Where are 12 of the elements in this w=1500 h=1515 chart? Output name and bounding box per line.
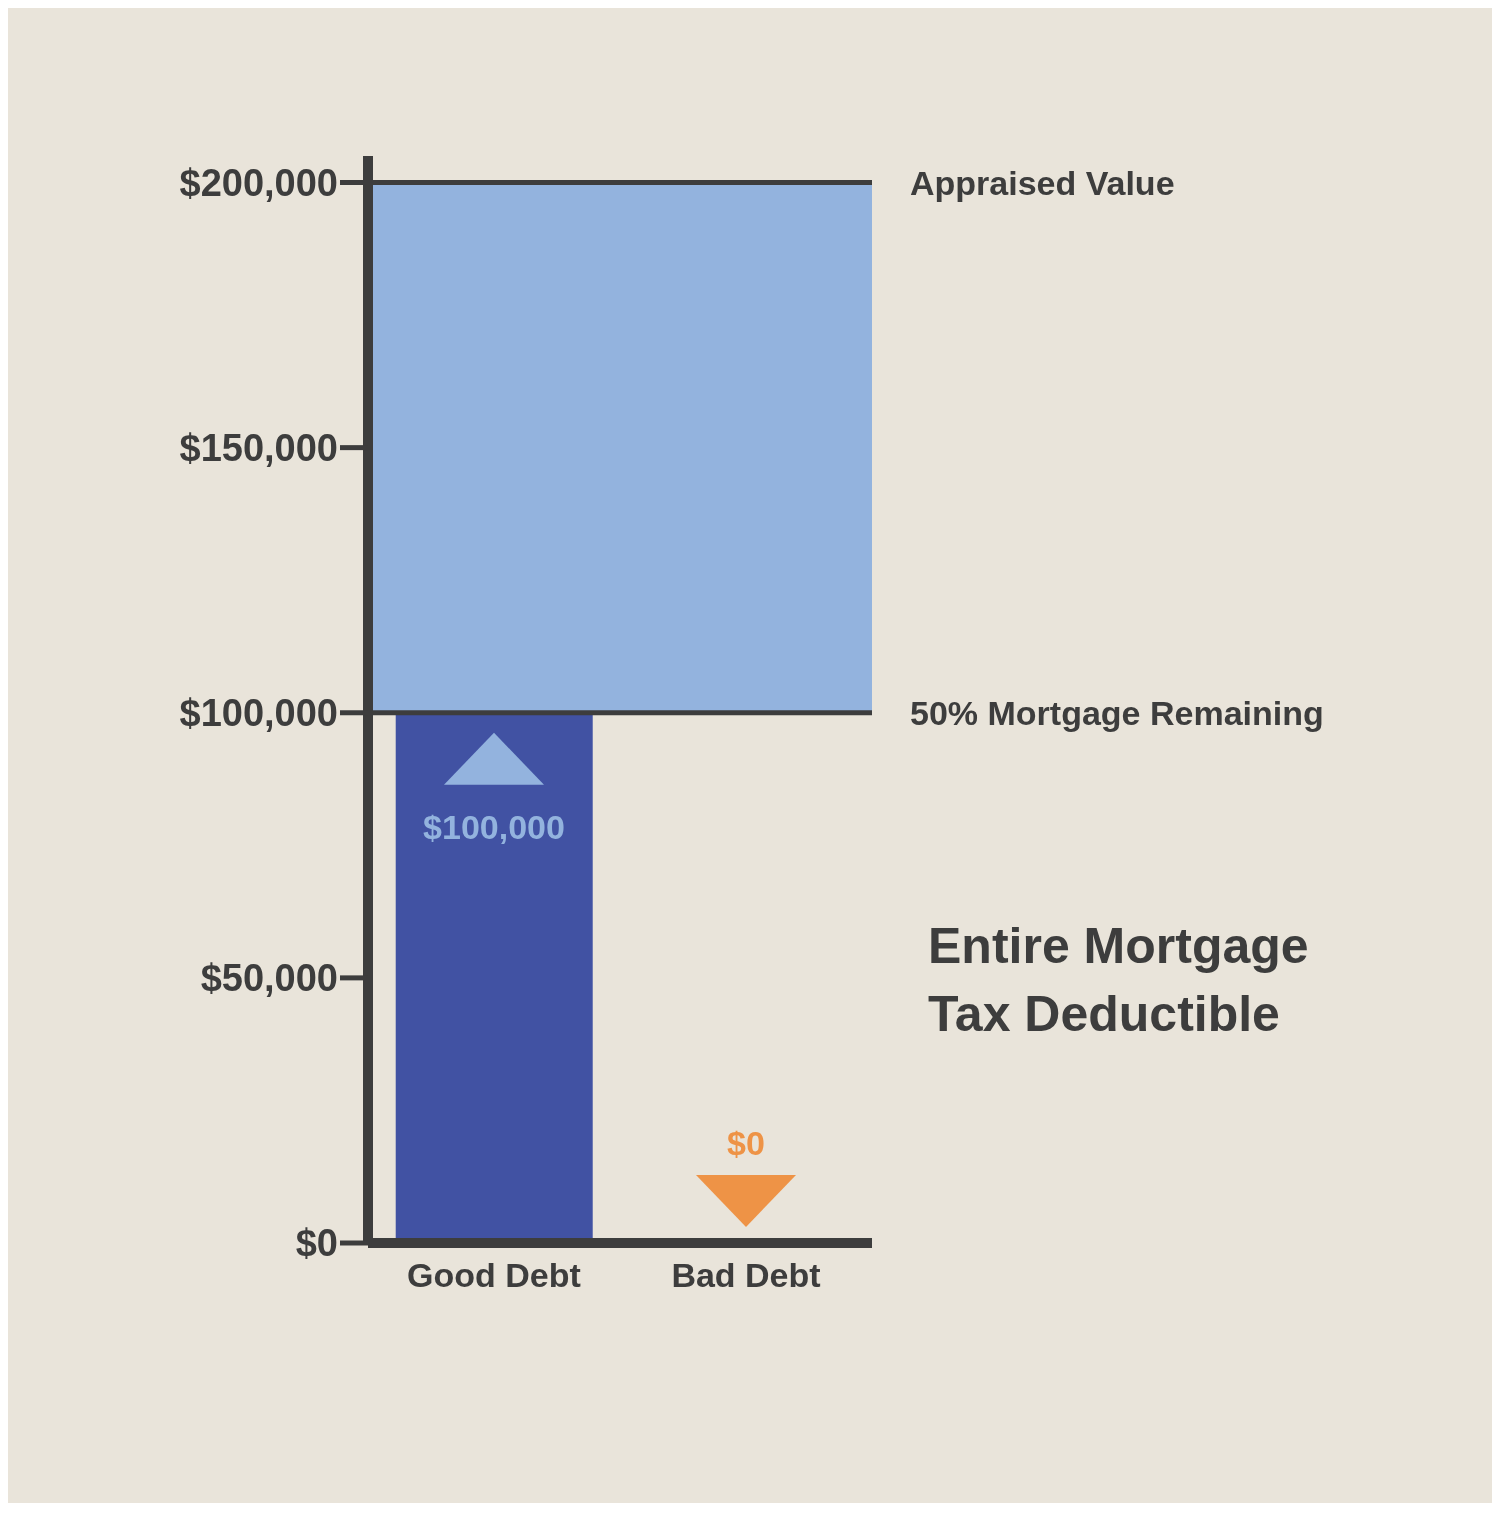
y-tick-label: $200,000 <box>179 162 338 204</box>
x-tick-label: Good Debt <box>407 1256 581 1295</box>
data-label: $0 <box>727 1124 765 1162</box>
ref-line-label: 50% Mortgage Remaining <box>910 693 1324 732</box>
y-tick-label: $100,000 <box>179 692 338 735</box>
x-tick-label: Bad Debt <box>671 1256 821 1295</box>
y-tick-label: $50,000 <box>200 957 338 1000</box>
y-tick-label: $0 <box>295 1222 338 1265</box>
ref-line-label: Appraised Value <box>910 163 1175 202</box>
text: Entire Mortgage Tax Deductible <box>928 917 1310 1044</box>
y-tick-label: $150,000 <box>179 427 338 470</box>
data-label: $100,000 <box>423 807 565 846</box>
